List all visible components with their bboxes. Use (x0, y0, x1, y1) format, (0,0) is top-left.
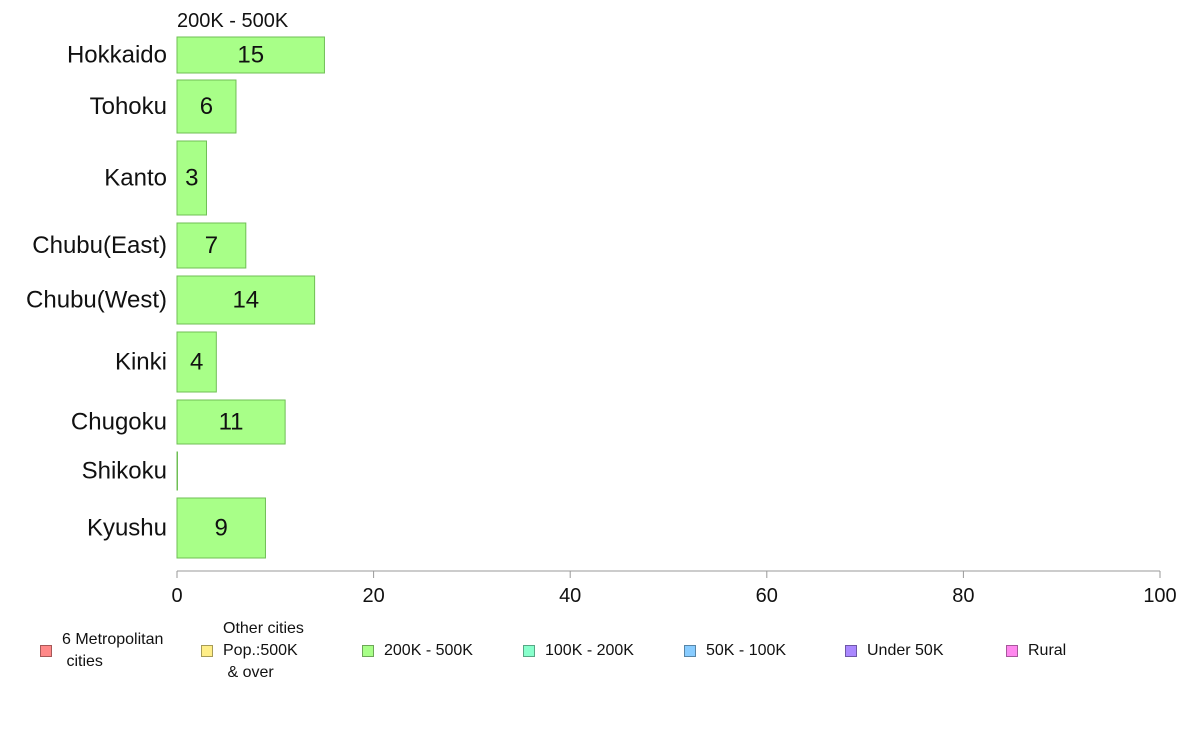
bar (176, 79, 237, 134)
bar (176, 275, 316, 325)
legend-label: Under 50K (867, 642, 944, 659)
x-tick-label: 80 (952, 585, 974, 607)
legend-item: Under 50K (845, 618, 944, 684)
x-tick-label: 40 (559, 585, 581, 607)
legend-swatch (523, 645, 535, 657)
bar (176, 497, 266, 559)
bars (176, 36, 325, 559)
legend-swatch (684, 645, 696, 657)
category-label: Kinki (115, 349, 167, 376)
legend-item: Rural (1006, 618, 1066, 684)
legend-label: Rural (1028, 642, 1067, 659)
legend-swatch (40, 645, 52, 657)
category-label: Hokkaido (67, 42, 167, 69)
legend-swatch (845, 645, 857, 657)
category-label: Chubu(West) (26, 287, 167, 314)
legend-label: Other cities Pop.:500K & over (223, 620, 304, 681)
bar (176, 222, 247, 269)
x-axis-ticks: 0 20 40 60 80 100 (171, 571, 1177, 607)
bar-value-label: 14 (232, 287, 259, 314)
bar-value-label: 15 (237, 42, 264, 69)
legend-swatch (1006, 645, 1018, 657)
bar-value-label: 4 (190, 349, 203, 376)
x-tick-label: 100 (1143, 585, 1176, 607)
x-tick-label: 0 (171, 585, 182, 607)
legend-item: Other cities Pop.:500K & over (201, 618, 304, 684)
x-tick-label: 60 (756, 585, 778, 607)
legend-label: 6 Metropolitan cities (62, 631, 164, 670)
legend-item: 200K - 500K (362, 618, 473, 684)
category-label: Chubu(East) (32, 232, 167, 259)
bar (176, 331, 217, 393)
legend-label: 50K - 100K (706, 642, 787, 659)
bar (176, 451, 178, 491)
legend-label: 100K - 200K (545, 642, 634, 659)
bar-value-label: 3 (185, 165, 198, 192)
bar-value-label: 6 (200, 93, 213, 120)
legend-swatch (201, 645, 213, 657)
category-label: Kyushu (87, 515, 167, 542)
bar (176, 399, 286, 445)
legend-swatch (362, 645, 374, 657)
x-tick-label: 20 (362, 585, 384, 607)
legend-item: 6 Metropolitan cities (40, 618, 163, 684)
category-label: Shikoku (82, 458, 167, 485)
chart-title: 200K - 500K (177, 10, 289, 32)
category-label: Kanto (104, 165, 167, 192)
legend-item: 100K - 200K (523, 618, 634, 684)
category-label: Tohoku (90, 93, 167, 120)
legend-item: 50K - 100K (684, 618, 786, 684)
bar-chart: 200K - 500K Hokkaido Tohoku Kanto Chubu(Eas… (26, 10, 1177, 607)
category-labels: Hokkaido Tohoku Kanto Chubu(East) Chubu(West… (26, 42, 167, 542)
bar-value-label: 9 (215, 515, 228, 542)
bar (176, 36, 325, 74)
bar-value-labels: 15 6 3 7 14 4 11 9 (185, 42, 264, 542)
legend-label: 200K - 500K (384, 642, 473, 659)
bar-value-label: 7 (205, 232, 218, 259)
legend: 6 Metropolitan cities Other cities Pop.:5… (0, 618, 1188, 698)
bar-value-label: 11 (219, 409, 244, 436)
bar (176, 140, 207, 216)
category-label: Chugoku (71, 409, 167, 436)
